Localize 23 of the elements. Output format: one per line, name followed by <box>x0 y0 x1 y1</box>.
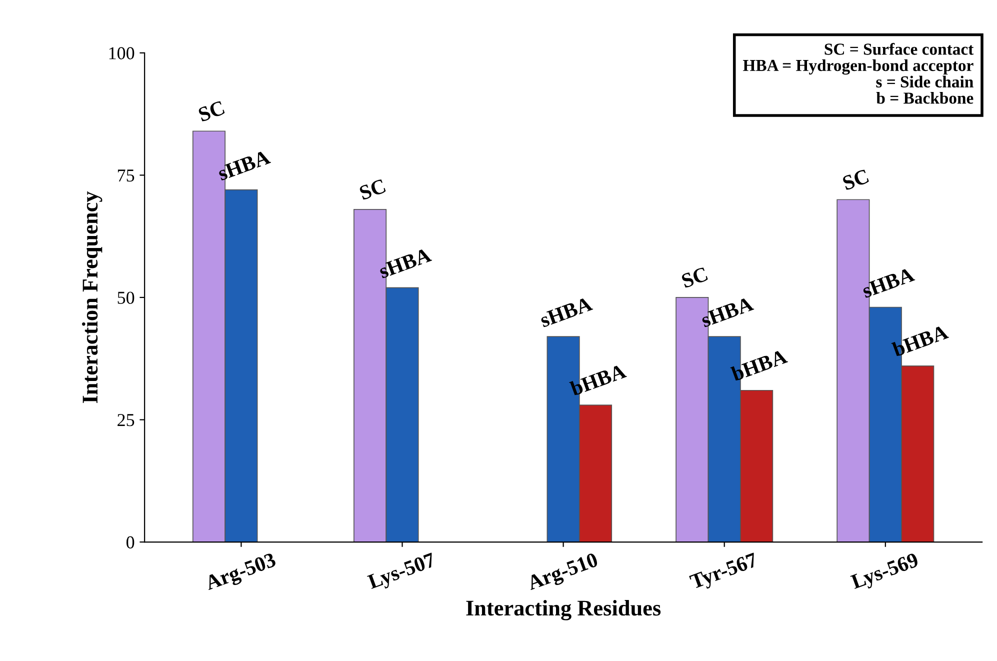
text: bHBA <box>891 324 950 357</box>
text: SC <box>198 100 226 122</box>
annotation: HBA = Hydrogen-bond acceptor <box>742 59 974 75</box>
y-tick-label: 0 <box>126 536 134 548</box>
text: SC <box>358 178 386 200</box>
text: SC <box>680 266 708 288</box>
text: sHBA <box>378 248 432 279</box>
text: sHBA <box>702 296 754 328</box>
text: bHBA <box>730 349 788 382</box>
x-axis-title: Interacting Residues <box>466 600 661 620</box>
annotation: SC = Surface contact <box>824 42 974 55</box>
text: sHBA <box>218 150 272 181</box>
text: SC <box>842 169 870 190</box>
y-tick-label: 100 <box>109 47 134 60</box>
text: sHBA <box>540 296 594 328</box>
annotation: s = Side chain <box>876 76 974 88</box>
y-tick-label: 75 <box>118 170 134 182</box>
annotation: b = Backbone <box>876 92 974 104</box>
y-tick-label: 50 <box>118 292 134 304</box>
y-tick-label: 25 <box>118 414 134 426</box>
text: sHBA <box>862 267 916 298</box>
y-axis-title: Interaction Frequency <box>82 191 102 403</box>
text: bHBA <box>569 363 628 396</box>
